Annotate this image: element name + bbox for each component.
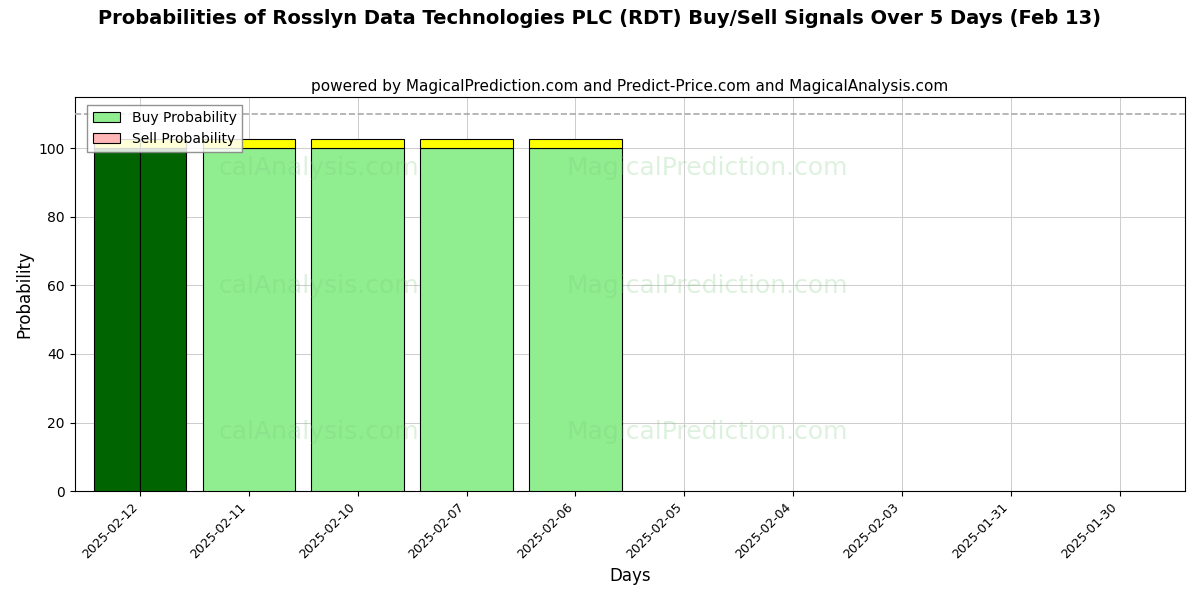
Bar	[420, 148, 512, 491]
Text: Probabilities of Rosslyn Data Technologies PLC (RDT) Buy/Sell Signals Over 5 Day: Probabilities of Rosslyn Data Technologi…	[98, 9, 1102, 28]
Bar	[140, 139, 186, 148]
Text: calAnalysis.com: calAnalysis.com	[218, 155, 419, 179]
Y-axis label: Probability: Probability	[16, 250, 34, 338]
Bar	[312, 139, 404, 148]
Bar	[312, 148, 404, 491]
Bar	[95, 148, 140, 491]
Text: MagicalPrediction.com: MagicalPrediction.com	[566, 155, 848, 179]
Legend: Buy Probability, Sell Probability: Buy Probability, Sell Probability	[88, 106, 242, 152]
Bar	[203, 139, 295, 148]
Text: calAnalysis.com: calAnalysis.com	[218, 274, 419, 298]
Text: MagicalPrediction.com: MagicalPrediction.com	[566, 420, 848, 444]
Bar	[95, 139, 140, 148]
Text: MagicalPrediction.com: MagicalPrediction.com	[566, 274, 848, 298]
Bar	[529, 139, 622, 148]
Bar	[529, 148, 622, 491]
Text: calAnalysis.com: calAnalysis.com	[218, 420, 419, 444]
Bar	[203, 148, 295, 491]
Bar	[140, 148, 186, 491]
Title: powered by MagicalPrediction.com and Predict-Price.com and MagicalAnalysis.com: powered by MagicalPrediction.com and Pre…	[311, 79, 948, 94]
Bar	[420, 139, 512, 148]
X-axis label: Days: Days	[610, 567, 650, 585]
